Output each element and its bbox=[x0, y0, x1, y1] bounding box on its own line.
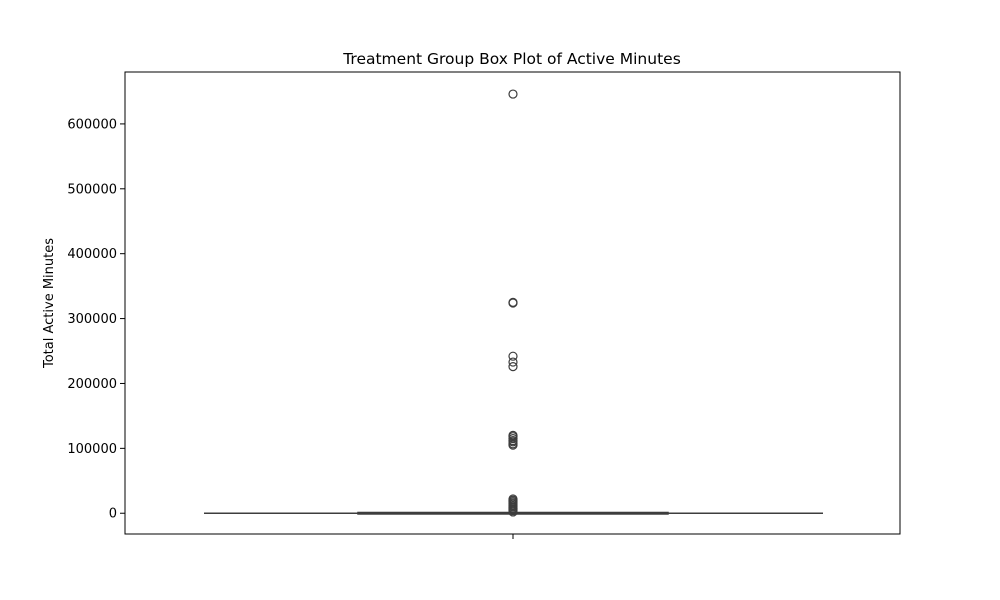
outlier-point bbox=[508, 507, 518, 517]
outlier-point bbox=[508, 298, 518, 308]
outlier-point bbox=[508, 351, 518, 361]
outlier-point bbox=[508, 440, 518, 450]
y-axis: 0 100000 200000 300000 400000 500000 600000 bbox=[67, 117, 125, 522]
y-tick-label: 600000 bbox=[67, 117, 117, 132]
y-tick-label: 200000 bbox=[67, 377, 117, 392]
chart-title: Treatment Group Box Plot of Active Minut… bbox=[342, 50, 681, 68]
plot-frame bbox=[124, 71, 901, 535]
outlier-points bbox=[508, 89, 518, 517]
y-tick-label: 100000 bbox=[67, 442, 117, 457]
outlier-point bbox=[508, 89, 518, 99]
y-tick-label: 0 bbox=[109, 507, 117, 522]
y-tick-label: 300000 bbox=[67, 312, 117, 327]
y-tick-label: 500000 bbox=[67, 182, 117, 197]
y-tick-label: 400000 bbox=[67, 247, 117, 262]
outlier-point bbox=[508, 357, 518, 367]
y-axis-label: Total Active Minutes bbox=[42, 238, 57, 369]
outlier-point bbox=[508, 361, 518, 372]
